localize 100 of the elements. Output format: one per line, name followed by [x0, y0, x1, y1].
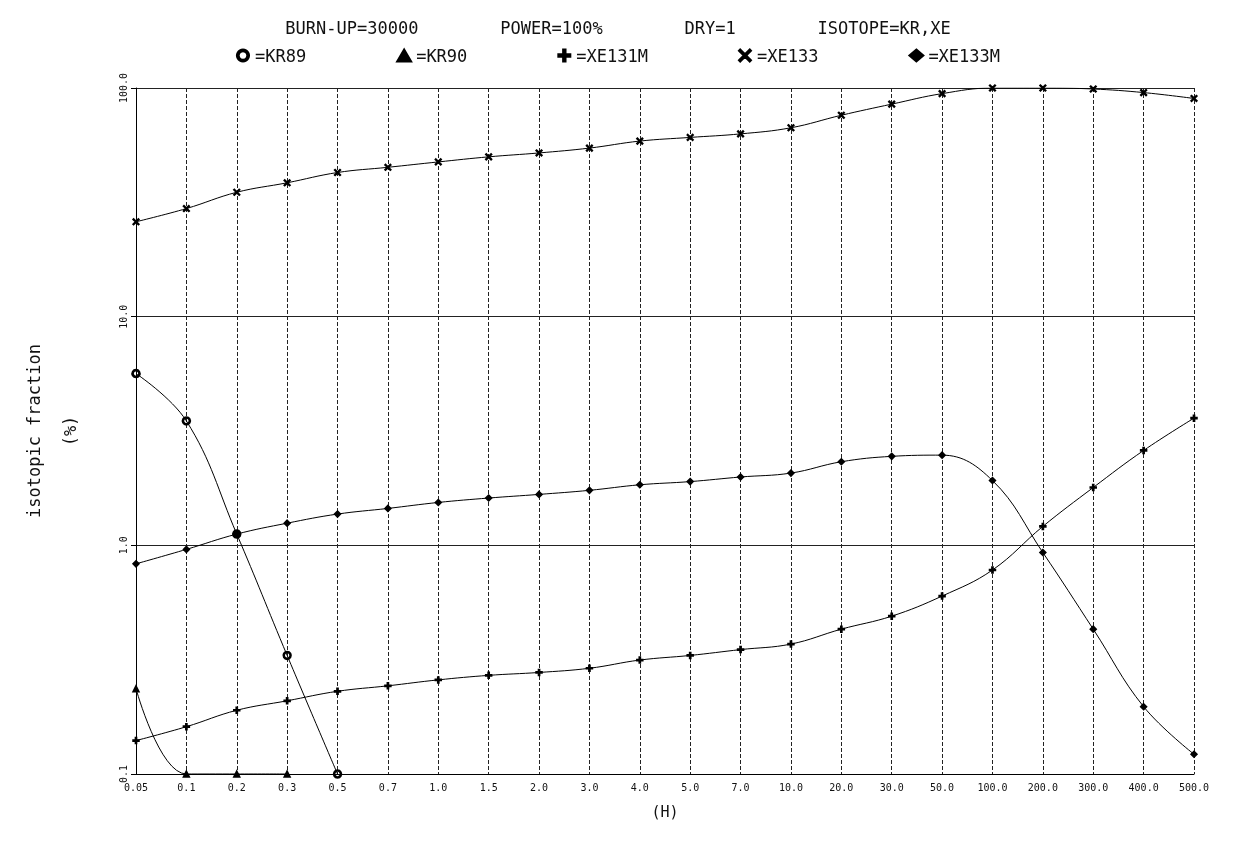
point [283, 770, 291, 778]
y-tick-label: 1.0 [117, 536, 129, 555]
point [283, 519, 291, 527]
point [484, 494, 493, 502]
point [131, 368, 141, 379]
legend-label: =XE133M [928, 45, 1001, 66]
point [887, 612, 896, 620]
point [333, 168, 342, 177]
x-tick-label: 5.0 [681, 781, 700, 793]
point [283, 697, 291, 705]
point [636, 656, 644, 664]
x-tick-label: 0.7 [378, 781, 397, 793]
point [1139, 446, 1148, 455]
point [736, 473, 745, 481]
point [1089, 483, 1097, 492]
x-tick-label: 7.0 [731, 781, 750, 793]
point [686, 133, 694, 142]
x-tick-label: 1.0 [429, 781, 448, 793]
point [132, 684, 140, 693]
y-tick-label: 100.0 [117, 72, 129, 104]
point [182, 722, 191, 731]
point [1139, 88, 1148, 97]
legend-label: =XE131M [576, 45, 648, 66]
x-tick-label: 3.0 [580, 781, 599, 793]
point [132, 736, 140, 745]
point [434, 676, 443, 684]
point [384, 163, 392, 172]
x-tick-label: 4.0 [630, 781, 649, 793]
point [1190, 750, 1198, 758]
point [434, 158, 443, 166]
legend-label: =KR90 [416, 45, 468, 66]
point [585, 664, 594, 673]
y-tick-label: 10.0 [117, 304, 129, 329]
x-tick-label: 0.1 [177, 781, 196, 793]
point [233, 188, 241, 197]
point [787, 124, 795, 132]
point [1190, 414, 1198, 422]
x-tick-label: 50.0 [930, 781, 955, 793]
point [736, 645, 745, 654]
x-axis-title: (H) [651, 802, 679, 821]
point [938, 451, 946, 459]
point [837, 111, 846, 119]
point [787, 469, 795, 477]
x-tick-label: 2.0 [530, 781, 549, 793]
point [182, 204, 191, 213]
legend-label: =KR89 [254, 45, 307, 66]
point [333, 687, 342, 696]
point [182, 545, 191, 554]
point [182, 770, 191, 778]
point [988, 566, 997, 574]
point [686, 651, 694, 660]
legend-label: =XE133 [756, 45, 819, 66]
x-tick-label: 0.5 [328, 781, 347, 793]
point [181, 416, 192, 426]
point [938, 592, 946, 600]
x-tick-label: 400.0 [1128, 781, 1159, 793]
point [434, 498, 443, 507]
point [585, 486, 594, 495]
point [535, 668, 543, 677]
x-tick-label: 300.0 [1078, 781, 1109, 793]
x-tick-label: 30.0 [879, 781, 904, 793]
point [132, 560, 140, 568]
point [585, 144, 594, 152]
y-axis-title: isotopic fraction (%) [24, 344, 80, 518]
point [1190, 94, 1198, 103]
point [332, 769, 343, 779]
point [837, 625, 846, 633]
point [333, 510, 342, 518]
x-tick-label: 10.0 [778, 781, 803, 793]
point [233, 706, 241, 715]
x-tick-label: 500.0 [1178, 781, 1210, 793]
x-tick-label: 100.0 [977, 781, 1008, 793]
x-tick-label: 0.2 [227, 781, 246, 793]
point [233, 770, 241, 778]
point [535, 490, 543, 499]
x-tick-label: 1.5 [479, 781, 498, 793]
x-tick-label: 20.0 [829, 781, 854, 793]
point [787, 640, 795, 648]
point [535, 149, 543, 157]
point [1089, 625, 1097, 633]
point [282, 650, 292, 661]
point [837, 458, 846, 466]
point [484, 671, 493, 680]
point [283, 179, 291, 187]
point [938, 89, 946, 98]
x-tick-label: 200.0 [1027, 781, 1058, 793]
point [132, 218, 140, 226]
chart-title: BURN-UP=30000 POWER=100% DRY=1 ISOTOPE=KR,XE [285, 17, 951, 38]
point [1039, 84, 1047, 92]
point [636, 481, 644, 489]
x-tick-label: 0.3 [278, 781, 297, 793]
point [1139, 702, 1148, 711]
point [1039, 548, 1047, 557]
point [384, 682, 392, 690]
point [736, 130, 745, 138]
point [887, 100, 896, 108]
point [1089, 85, 1097, 93]
point [484, 153, 493, 161]
point [636, 137, 644, 145]
point [887, 452, 896, 461]
